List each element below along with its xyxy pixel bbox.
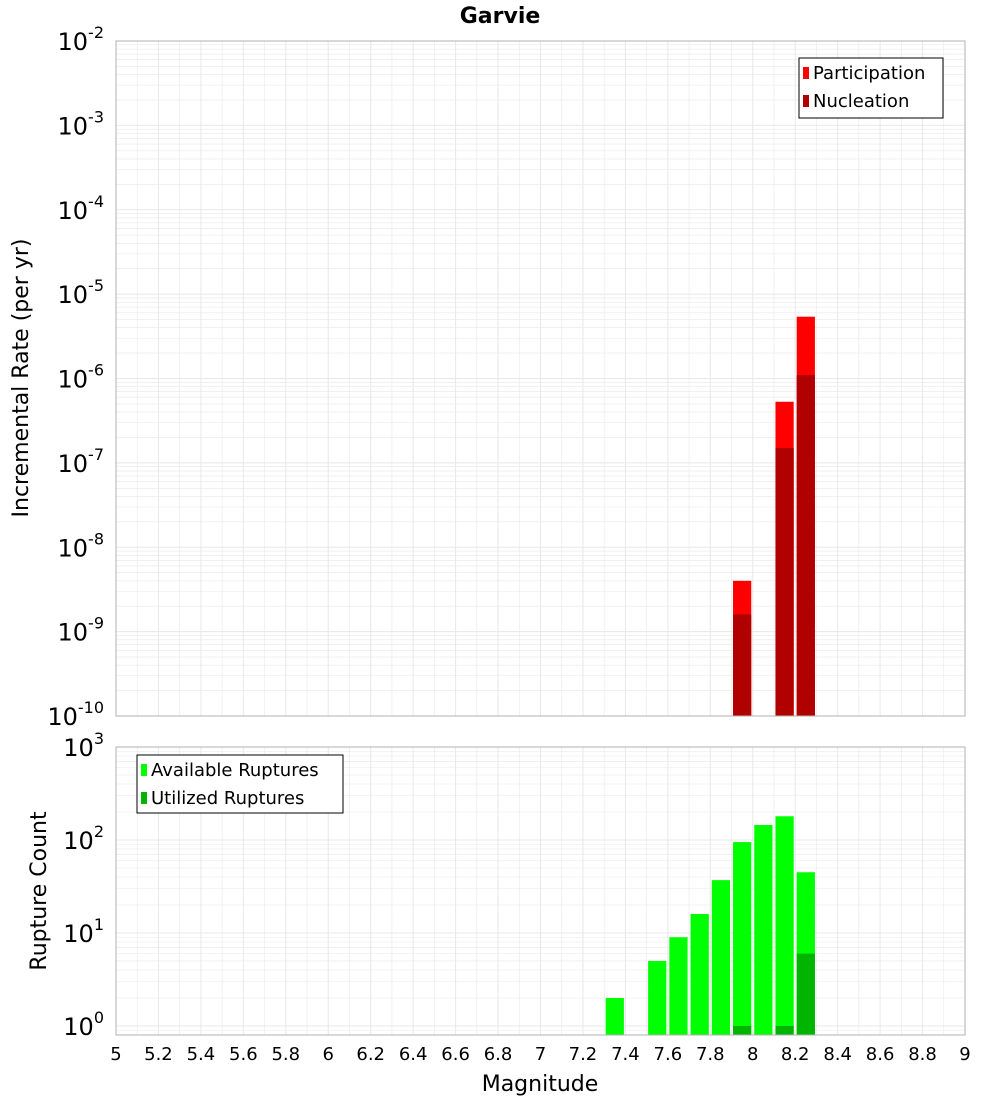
legend-box (136, 754, 344, 814)
legend-swatch (141, 792, 147, 804)
y-tick-label: 101 (63, 915, 104, 948)
x-axis-label: Magnitude (482, 1072, 599, 1097)
x-tick-label: 9 (959, 1044, 970, 1065)
y-tick-label: 10-8 (58, 529, 105, 562)
legend-entry: Utilized Ruptures (151, 788, 304, 809)
bar-primary (754, 824, 773, 1035)
legend-entry: Available Ruptures (151, 760, 319, 781)
x-tick-label: 5.4 (187, 1044, 216, 1065)
bar-primary (605, 997, 624, 1035)
y-tick-label: 10-10 (47, 698, 104, 731)
x-tick-label: 8.4 (823, 1044, 852, 1065)
x-tick-label: 7.6 (654, 1044, 683, 1065)
panel-1: 10-10 10-9 10-8 10-7 10-6 10-5 10-4 10-3 10-2 Inc… (9, 23, 966, 731)
bar-primary (648, 960, 667, 1035)
x-tick-label: 5.8 (271, 1044, 300, 1065)
legend-swatch (803, 95, 809, 107)
x-tick-label: 6.2 (356, 1044, 385, 1065)
y-axis-label: Rupture Count (27, 811, 52, 971)
x-tick-label: 6.4 (399, 1044, 428, 1065)
panel-2: 100 101 102 103 Rupture Count 5 5.2 5.4 5.6 5.8 6 6… (27, 729, 971, 1065)
x-tick-label: 5.2 (144, 1044, 173, 1065)
x-tick-label: 7.8 (696, 1044, 725, 1065)
bar-secondary (775, 448, 794, 716)
plot-frame (115, 40, 966, 717)
y-tick-label: 100 (63, 1008, 104, 1041)
x-tick-label: 6 (323, 1044, 334, 1065)
plot-frame (115, 746, 966, 1036)
bar-secondary (775, 1025, 794, 1035)
y-tick-label: 103 (63, 729, 104, 762)
legend-entry: Nucleation (813, 91, 909, 112)
bar-primary (775, 816, 794, 1035)
x-tick-label: 6.8 (484, 1044, 513, 1065)
y-tick-label: 10-7 (58, 445, 105, 478)
bar-secondary (796, 375, 815, 716)
x-tick-label: 7 (535, 1044, 546, 1065)
x-tick-label: 8.8 (908, 1044, 937, 1065)
bar-secondary (796, 953, 815, 1035)
y-tick-label: 10-9 (58, 614, 105, 647)
y-tick-label: 10-3 (58, 107, 105, 140)
bar-primary (690, 914, 709, 1035)
legend: Available Ruptures Utilized Ruptures (136, 754, 344, 814)
x-tick-label: 5.6 (229, 1044, 258, 1065)
legend-entry: Participation (813, 63, 925, 84)
bar-primary (733, 842, 752, 1035)
chart-title: Garvie (460, 4, 541, 29)
y-tick-label: 102 (63, 822, 104, 855)
legend-swatch (141, 764, 147, 776)
x-tick-label: 7.4 (611, 1044, 640, 1065)
x-tick-label: 8.6 (866, 1044, 895, 1065)
y-tick-label: 10-6 (58, 361, 105, 394)
bar-secondary (733, 1025, 752, 1035)
y-tick-label: 10-5 (58, 276, 105, 309)
legend-swatch (803, 67, 809, 79)
x-tick-label: 7.2 (569, 1044, 598, 1065)
y-tick-label: 10-2 (58, 23, 105, 56)
x-tick-label: 8.2 (781, 1044, 810, 1065)
legend: Participation Nucleation (798, 57, 944, 119)
bar-primary (669, 937, 688, 1035)
y-axis-label: Incremental Rate (per yr) (9, 239, 34, 518)
y-tick-label: 10-4 (58, 192, 105, 225)
legend-box (798, 57, 944, 119)
x-tick-label: 5 (110, 1044, 121, 1065)
x-tick-label: 8 (747, 1044, 758, 1065)
bar-primary (711, 880, 731, 1035)
x-tick-label: 6.6 (441, 1044, 470, 1065)
bar-secondary (733, 614, 752, 716)
